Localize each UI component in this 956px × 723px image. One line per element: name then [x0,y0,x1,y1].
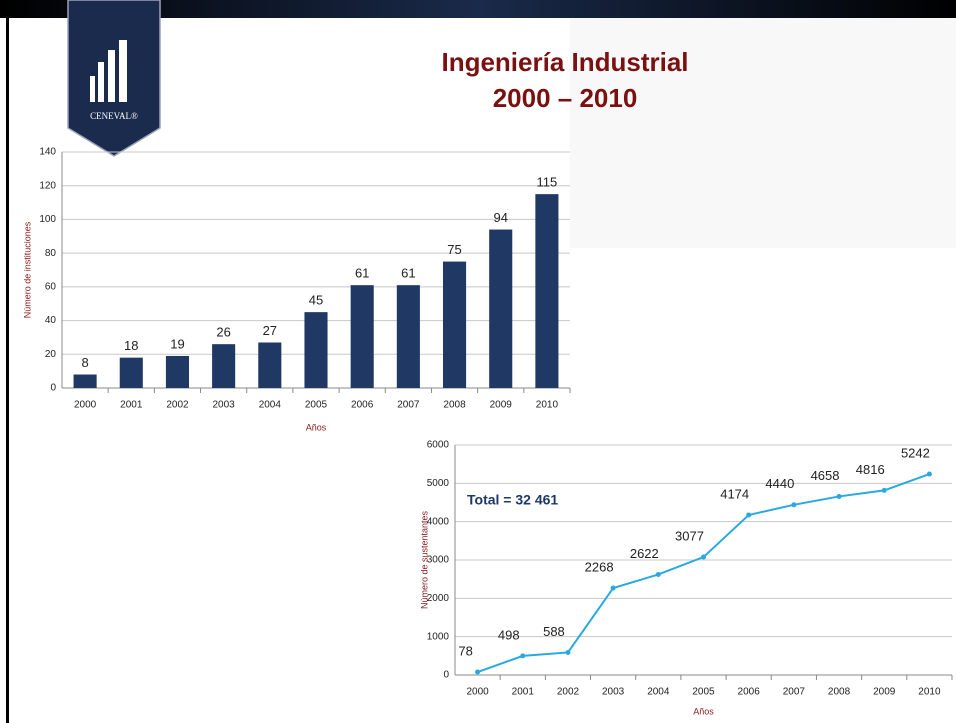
x-tick-label: 2009 [873,687,896,698]
y-axis-label: Número de instituciones [22,221,32,318]
point [836,493,842,499]
pattern [570,18,956,248]
y-axis-label: Número de sustentantes [419,510,429,609]
data-label: 2622 [630,546,659,561]
y-tick-label: 100 [39,214,56,225]
data-label: 2268 [585,559,614,574]
data-label: 61 [355,266,369,281]
x-tick-label: 2001 [512,687,535,698]
data-label: 45 [309,293,323,308]
slide-title: Ingeniería Industrial [441,47,688,77]
point [746,512,752,518]
x-tick-label: 2005 [692,687,715,698]
data-label: 27 [263,323,277,338]
point [701,554,706,560]
x-tick-label: 2002 [557,687,580,698]
y-tick-label: 1000 [427,631,450,642]
x-tick-label: 2010 [918,687,941,698]
x-tick-label: 2010 [536,400,559,411]
x-tick-label: 2000 [466,687,489,698]
data-label: 26 [216,325,230,340]
point [881,487,887,493]
x-tick-label: 2000 [74,400,97,411]
x-tick-label: 2007 [397,400,420,411]
y-tick-label: 3000 [427,555,450,566]
x-tick-label: 2007 [783,687,806,698]
bar [489,229,513,388]
data-label: 588 [543,624,565,639]
x-tick-label: 2005 [305,400,328,411]
top-bar [0,0,956,18]
point [655,571,661,577]
y-tick-label: 4000 [427,516,450,527]
x-tick-label: 2006 [351,400,374,411]
data-label: 18 [124,338,138,353]
data-label: 5242 [901,445,930,460]
data-label: 4658 [811,468,840,483]
y-tick-label: 5000 [427,478,450,489]
data-label: 19 [170,336,184,351]
bar [165,355,189,388]
y-tick-label: 140 [39,147,56,158]
data-label: 75 [447,242,461,257]
x-tick-label: 2009 [490,400,513,411]
data-label: 61 [401,266,415,281]
y-tick-label: 40 [45,315,57,326]
bar [212,344,236,388]
x-tick-label: 2008 [828,687,851,698]
y-tick-label: 6000 [427,440,450,451]
data-label: 4174 [720,486,749,501]
data-label: 8 [81,355,88,370]
x-tick-label: 2008 [443,400,466,411]
slide-subtitle: 2000 – 2010 [493,83,638,113]
bar [443,261,467,388]
point [520,653,526,659]
point [926,471,932,477]
x-axis-label: Años [693,706,714,716]
y-tick-label: 0 [443,670,449,681]
x-tick-label: 2004 [259,400,282,411]
bar [350,285,374,388]
left-border [6,18,9,723]
x-tick-label: 2006 [738,687,761,698]
data-label: 498 [498,627,520,642]
bar [535,194,559,388]
point [565,649,571,655]
y-tick-label: 120 [39,180,56,191]
bar [258,342,282,388]
data-label: 94 [493,210,507,225]
annotation: Total = 32 461 [467,492,558,508]
point [791,502,797,508]
point [475,669,481,675]
data-label: 115 [537,175,558,190]
x-tick-label: 2003 [602,687,625,698]
y-tick-label: 2000 [427,593,450,604]
x-tick-label: 2002 [166,400,189,411]
data-label: 4816 [856,462,885,477]
point [610,585,616,591]
data-label: 78 [458,643,472,658]
y-tick-label: 0 [50,383,56,394]
bar [304,312,328,388]
x-axis-label: Años [306,422,327,432]
y-tick-label: 80 [45,248,57,259]
logo-icon [90,40,127,102]
logo-text: CENEVAL® [90,111,138,121]
data-label: 3077 [675,528,704,543]
bar [396,285,420,388]
data-label: 4440 [765,476,794,491]
x-tick-label: 2003 [213,400,236,411]
bar [73,374,97,388]
bar [119,357,143,388]
y-tick-label: 20 [45,349,57,360]
x-tick-label: 2004 [647,687,670,698]
y-tick-label: 60 [45,281,57,292]
x-tick-label: 2001 [120,400,143,411]
